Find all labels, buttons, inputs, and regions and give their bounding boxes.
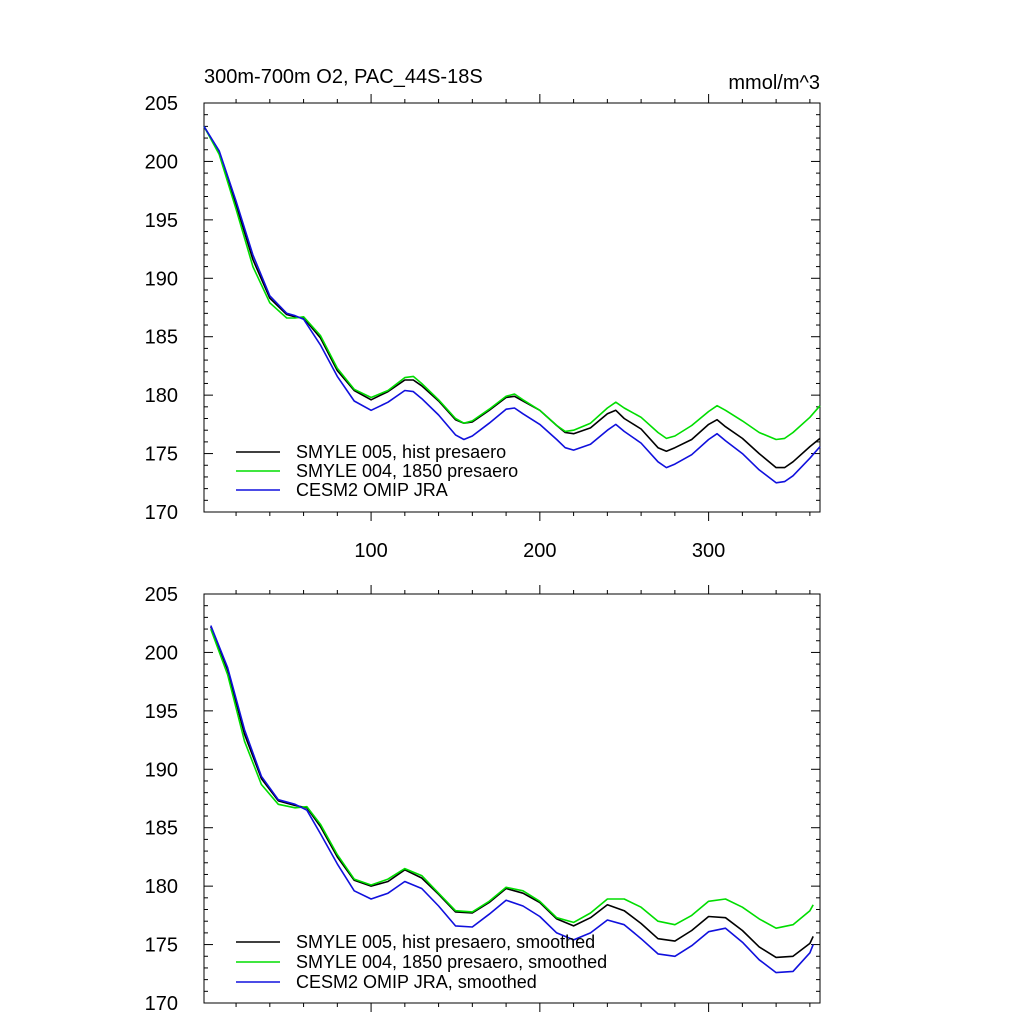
series-line-1 [203, 126, 821, 441]
y-tick-label: 170 [145, 993, 178, 1015]
bottom-chart: 170 175 180 185 190 195 200 205 SMYLE 005, hist … [145, 584, 821, 1015]
x-tick-label: 200 [523, 540, 556, 562]
y-tick-label: 170 [145, 502, 178, 524]
y-tick-label: 195 [145, 210, 178, 232]
legend-label: SMYLE 005, hist presaero, smoothed [296, 932, 595, 952]
legend-label: SMYLE 005, hist presaero [296, 442, 506, 462]
y-tick-label: 175 [145, 935, 178, 957]
series-line-1 [210, 628, 814, 930]
top-chart: 170 175 180 185 190 195 200 205 100 200 300 300m-70… [145, 66, 821, 562]
chart-units: mmol/m^3 [728, 72, 820, 94]
y-tick-label: 195 [145, 701, 178, 723]
series-line-2 [203, 125, 821, 484]
y-tick-label: 205 [145, 584, 178, 606]
plot-frame [203, 102, 821, 513]
y-tick-label: 185 [145, 818, 178, 840]
series-line-2 [210, 625, 814, 974]
y-tick-label: 205 [145, 93, 178, 115]
chart-title: 300m-700m O2, PAC_44S-18S [204, 66, 483, 88]
series-line-0 [210, 626, 814, 959]
y-tick-label: 175 [145, 444, 178, 466]
y-tick-label: 190 [145, 268, 178, 290]
y-tick-label: 200 [145, 151, 178, 173]
x-tick-label: 100 [354, 540, 387, 562]
legend-label: SMYLE 004, 1850 presaero, smoothed [296, 952, 607, 972]
y-tick-label: 200 [145, 642, 178, 664]
y-tick-label: 180 [145, 385, 178, 407]
x-tick-label: 300 [692, 540, 725, 562]
y-tick-label: 185 [145, 327, 178, 349]
legend-label: CESM2 OMIP JRA [296, 480, 448, 500]
legend-label: SMYLE 004, 1850 presaero [296, 461, 518, 481]
legend-label: CESM2 OMIP JRA, smoothed [296, 972, 537, 992]
y-tick-label: 190 [145, 759, 178, 781]
y-tick-label: 180 [145, 876, 178, 898]
plot-frame [203, 593, 821, 1004]
series-line-0 [203, 125, 821, 469]
